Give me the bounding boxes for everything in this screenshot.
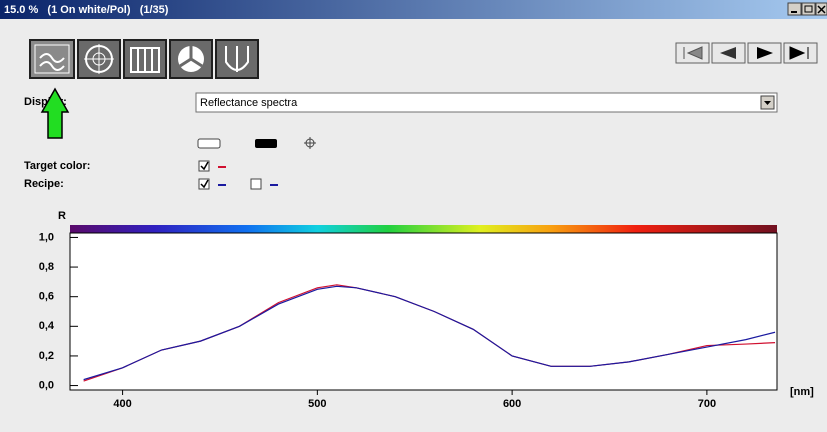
checkbox[interactable] — [198, 160, 210, 172]
display-value: Reflectance spectra — [200, 97, 298, 109]
white-swatch[interactable] — [197, 138, 221, 149]
navigation — [675, 42, 818, 64]
target-label: Target color: — [24, 160, 90, 172]
prev-button[interactable] — [711, 42, 746, 64]
x-tick-label: 600 — [503, 398, 521, 410]
x-axis-label: [nm] — [790, 386, 814, 398]
toolbar — [29, 39, 259, 79]
x-tick-label: 700 — [698, 398, 716, 410]
plot-area — [69, 232, 778, 391]
background-options — [197, 137, 316, 149]
y-tick-label: 0,4 — [39, 320, 55, 332]
x-tick-label: 400 — [113, 398, 131, 410]
y-axis-label: R — [58, 210, 66, 222]
bars-button[interactable] — [123, 39, 167, 79]
target-button[interactable] — [77, 39, 121, 79]
series-line — [83, 285, 776, 381]
y-tick-label: 0,0 — [39, 379, 54, 391]
spectra-button[interactable] — [29, 39, 75, 79]
first-button[interactable] — [675, 42, 710, 64]
y-tick-label: 0,6 — [39, 291, 54, 303]
window-buttons[interactable] — [787, 2, 827, 16]
y-tick-label: 1,0 — [39, 231, 54, 243]
display-dropdown[interactable]: Reflectance spectra — [195, 92, 778, 113]
pointer-arrow — [40, 87, 70, 139]
last-button[interactable] — [783, 42, 818, 64]
y-tick-label: 0,8 — [39, 261, 54, 273]
checkbox[interactable] — [198, 178, 210, 190]
spectrum-bar — [70, 225, 777, 233]
x-tick-label: 500 — [308, 398, 326, 410]
curve-button[interactable] — [215, 39, 259, 79]
checkbox[interactable] — [250, 178, 262, 190]
color-wheel-button[interactable] — [169, 39, 213, 79]
recipe-label: Recipe: — [24, 178, 64, 190]
black-swatch[interactable] — [255, 139, 277, 148]
y-tick-label: 0,2 — [39, 350, 54, 362]
window-title: 15.0 % (1 On white/Pol) (1/35) — [4, 4, 169, 16]
title-bar — [0, 0, 827, 19]
legend — [198, 160, 278, 190]
next-button[interactable] — [747, 42, 782, 64]
